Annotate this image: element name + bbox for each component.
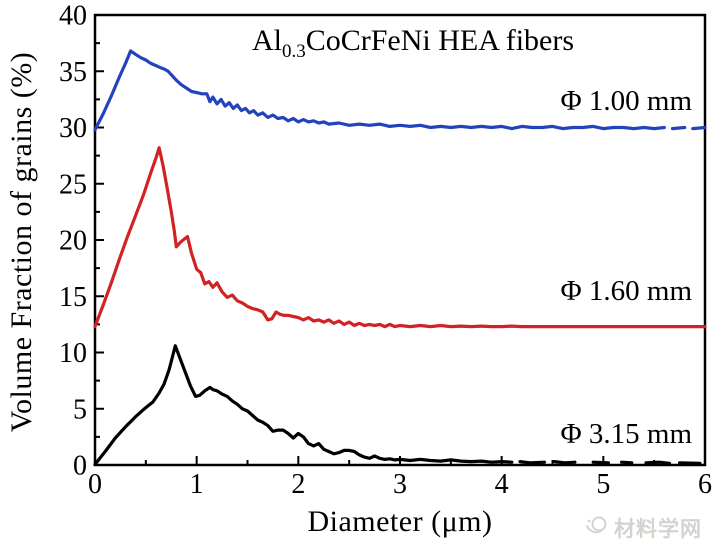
series-line-2 [591,460,611,465]
y-tick-label: 35 [59,57,87,88]
x-tick-label: 0 [88,469,102,500]
chart-title-subscript: 0.3 [281,41,306,62]
y-tick-label: 20 [59,226,87,257]
y-tick-label: 10 [59,338,87,369]
y-tick-label: 25 [59,169,87,200]
series-line-2 [552,460,577,465]
x-tick-label: 5 [596,469,610,500]
series-line-2 [619,460,634,465]
series-line-2 [644,460,672,465]
chart-title-prefix: Al [251,24,282,57]
series-line-2 [518,460,547,465]
y-tick-label: 30 [59,113,87,144]
watermark: 材料学网 [585,513,702,543]
chart-title: Al0.3CoCrFeNi HEA fibers [108,24,714,61]
watermark-swirl-logo-icon [585,516,609,540]
y-tick-label: 15 [59,282,87,313]
y-tick-label: 40 [59,1,87,32]
series-line-2 [677,461,702,465]
watermark-text: 材料学网 [614,517,702,541]
x-tick-label: 3 [393,469,407,500]
series-line-0 [691,125,707,131]
series-line-2 [93,344,514,466]
x-tick-label: 6 [698,469,712,500]
series-line-0 [93,49,666,132]
x-tick-label: 4 [495,469,509,500]
plot-border [93,13,707,467]
y-axis-label: Volume Fraction of grains (%) [5,51,38,433]
x-tick-label: 1 [190,469,204,500]
y-tick-label: 5 [73,394,87,425]
series-label-phi-1-60-mm: Φ 1.60 mm [560,275,692,307]
series-label-phi-3-15-mm: Φ 3.15 mm [560,418,692,450]
series-line-0 [670,125,687,131]
y-tick-label: 0 [73,451,87,482]
x-tick-label: 2 [291,469,305,500]
chart-title-suffix: CoCrFeNi HEA fibers [305,24,575,57]
series-line-1 [93,146,707,329]
x-axis-label: Diameter (μm) [307,505,493,538]
series-label-phi-1-00-mm: Φ 1.00 mm [560,85,692,117]
